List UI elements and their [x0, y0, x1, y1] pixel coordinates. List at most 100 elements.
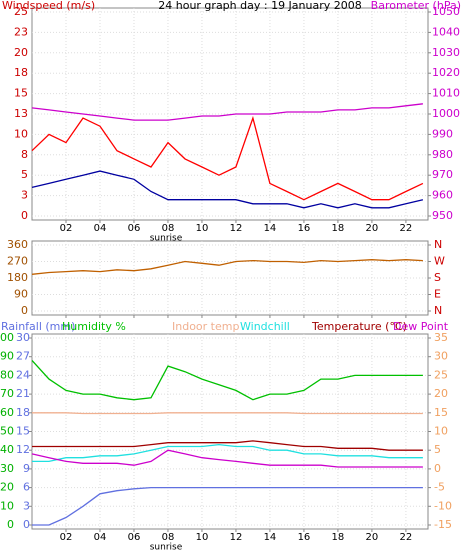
y-tick-label: 60: [0, 406, 14, 419]
y-tick-label: 25: [434, 368, 448, 381]
x-tick-label: 14: [264, 532, 277, 543]
legend-label: Indoor temp: [172, 320, 239, 333]
legend-label: Temperature (°C): [311, 320, 407, 333]
x-tick-label: 18: [332, 223, 345, 234]
y-tick-label: 990: [432, 127, 453, 140]
y-tick-label: E: [434, 288, 441, 301]
chart-title: 24 hour graph day : 19 January 2008: [158, 0, 362, 12]
legend-label: Windchill: [240, 320, 290, 333]
y-tick-label: 100: [0, 331, 14, 344]
x-tick-label: 14: [264, 223, 277, 234]
y2-axis-label: Barometer (hPa): [371, 0, 461, 12]
y-tick-label: 25: [14, 5, 28, 18]
y-tick-label: 950: [432, 209, 453, 222]
x-tick-label: 16: [298, 532, 311, 543]
y-tick-label: N: [434, 304, 442, 317]
y-tick-label: 20: [0, 481, 14, 494]
x-tick-label: 04: [94, 532, 107, 543]
y-tick-label: 80: [0, 368, 14, 381]
y-tick-label: 70: [0, 387, 14, 400]
y-tick-label: 10: [14, 127, 28, 140]
y-tick-label: 40: [0, 443, 14, 456]
y-tick-label: -10: [434, 499, 452, 512]
y-tick-label: 0: [434, 462, 441, 475]
x-tick-label: 12: [230, 532, 243, 543]
y-tick-label: 180: [7, 271, 28, 284]
x-tick-label: 06: [128, 532, 141, 543]
y-tick-label: S: [434, 271, 441, 284]
y-tick-label: 270: [7, 255, 28, 268]
y-tick-label: 24: [16, 368, 30, 381]
y-tick-label: 20: [434, 387, 448, 400]
y-tick-label: 5: [434, 443, 441, 456]
series-line: [32, 443, 423, 463]
x-tick-label: 06: [128, 223, 141, 234]
series-line: [31, 115, 424, 201]
y-tick-label: 1050: [432, 5, 460, 18]
y-tick-label: 27: [16, 350, 30, 363]
y-tick-label: 23: [14, 25, 28, 38]
y-tick-label: 15: [434, 406, 448, 419]
series-line: [31, 170, 424, 209]
y-tick-label: 0: [21, 304, 28, 317]
y-tick-label: 360: [7, 238, 28, 251]
y-tick-label: 90: [0, 350, 14, 363]
y-tick-label: 3: [23, 499, 30, 512]
y-tick-label: 1000: [432, 107, 460, 120]
legend-label: Rainfall (mm): [1, 320, 75, 333]
x-tick-label: 10: [196, 532, 209, 543]
x-tick-label: 18: [332, 532, 345, 543]
x-tick-label: 22: [400, 532, 413, 543]
y-tick-label: 5: [21, 168, 28, 181]
y-tick-label: 0: [21, 209, 28, 222]
y-tick-label: 30: [0, 462, 14, 475]
y-tick-label: 1010: [432, 87, 460, 100]
series-line: [32, 440, 423, 451]
y-tick-label: 9: [23, 462, 30, 475]
y-tick-label: 12: [16, 443, 30, 456]
y-tick-label: 0: [7, 518, 14, 531]
y-tick-label: -5: [434, 481, 445, 494]
series-line: [32, 412, 423, 415]
x-tick-label: 20: [366, 532, 379, 543]
x-tick-label: 04: [94, 223, 107, 234]
y-tick-label: 8: [21, 148, 28, 161]
x-tick-label: 02: [60, 532, 73, 543]
y-tick-label: 960: [432, 189, 453, 202]
x-tick-label: 16: [298, 223, 311, 234]
y-tick-label: 6: [23, 481, 30, 494]
y-tick-label: 0: [23, 518, 30, 531]
y-tick-label: 50: [0, 425, 14, 438]
x-tick-label: 08: [162, 532, 175, 543]
y-tick-label: 21: [16, 387, 30, 400]
y-tick-label: 20: [14, 46, 28, 59]
y-tick-label: 15: [14, 87, 28, 100]
y-tick-label: 30: [16, 331, 30, 344]
y-tick-label: W: [434, 255, 445, 268]
x-tick-label: 02: [60, 223, 73, 234]
x-tick-label: 22: [400, 223, 413, 234]
y-tick-label: -15: [434, 518, 452, 531]
y-tick-label: 13: [14, 107, 28, 120]
y-tick-label: 10: [0, 499, 14, 512]
y-tick-label: 980: [432, 148, 453, 161]
x-tick-label: 12: [230, 223, 243, 234]
y-tick-label: 3: [21, 189, 28, 202]
x-tick-label: 10: [196, 223, 209, 234]
legend-label: Humidity %: [62, 320, 126, 333]
y-tick-label: 15: [16, 425, 30, 438]
y-tick-label: N: [434, 238, 442, 251]
legend-label: Dew Point: [393, 320, 449, 333]
annotation: sunrise: [150, 234, 183, 244]
series-line: [31, 259, 423, 275]
y-tick-label: 1040: [432, 25, 460, 38]
x-tick-label: 08: [162, 223, 175, 234]
series-line: [31, 449, 423, 468]
annotation: sunrise: [150, 543, 183, 553]
y-tick-label: 35: [434, 331, 448, 344]
y-tick-label: 1030: [432, 46, 460, 59]
y-tick-label: 10: [434, 425, 448, 438]
x-tick-label: 20: [366, 223, 379, 234]
y-axis-label: Windspeed (m/s): [2, 0, 95, 12]
